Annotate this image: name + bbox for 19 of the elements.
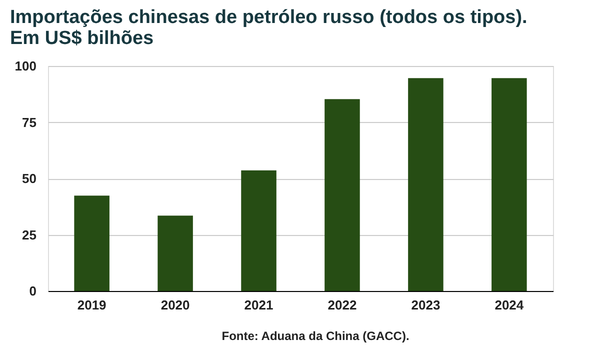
bar <box>158 216 193 291</box>
bar <box>74 196 110 291</box>
bar <box>324 99 360 291</box>
chart-title: Importações chinesas de petróleo russo (todos os tipos). Em US$ bilhões <box>10 7 528 49</box>
source-note: Fonte: Aduana da China (GACC). <box>222 329 410 343</box>
x-tick-label: 2021 <box>244 298 274 312</box>
x-tick-label: 2022 <box>328 298 357 312</box>
x-tick-label: 2019 <box>77 298 106 312</box>
y-tick-label: 75 <box>22 114 36 130</box>
x-tick-label: 2023 <box>411 298 440 312</box>
y-tick-label: 50 <box>22 171 36 186</box>
y-tick-label: 25 <box>22 227 36 242</box>
y-tick-label: 0 <box>29 284 36 298</box>
y-tick-label: 100 <box>14 58 36 74</box>
x-tick-label: 2020 <box>160 298 190 312</box>
bar <box>241 170 276 291</box>
bar <box>492 78 527 291</box>
bar <box>408 78 444 291</box>
x-tick-label: 2024 <box>494 298 524 312</box>
